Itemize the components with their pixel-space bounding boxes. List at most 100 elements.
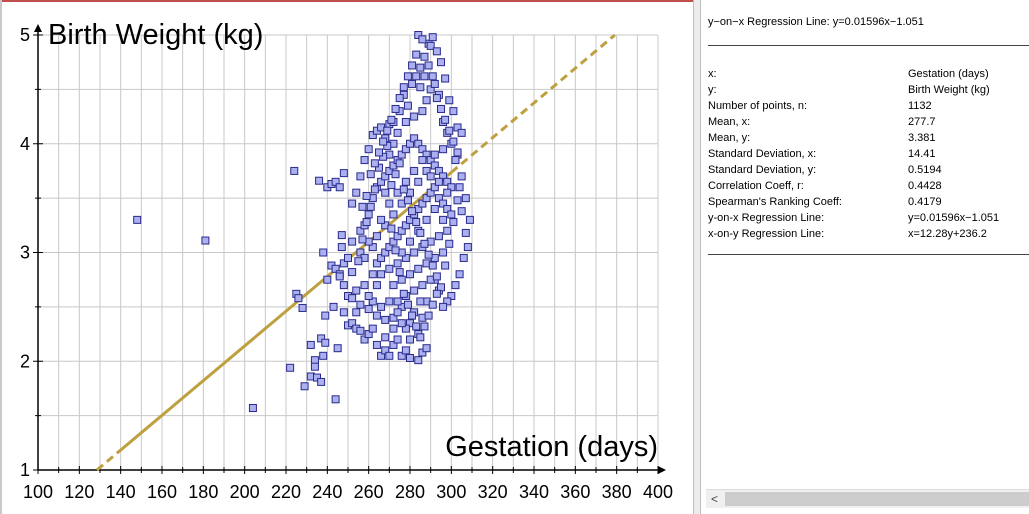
x-tick-label: 340 [519, 482, 549, 502]
data-point [418, 156, 427, 165]
data-point [441, 74, 450, 83]
data-point [352, 188, 361, 197]
stat-value: 3.381 [908, 132, 936, 144]
data-point [401, 221, 410, 230]
data-point [430, 161, 439, 170]
data-point [401, 253, 410, 262]
data-point [465, 215, 474, 224]
data-point [348, 237, 357, 246]
data-point [360, 335, 369, 344]
data-point [294, 294, 303, 303]
panel-splitter[interactable] [693, 0, 701, 514]
data-point [432, 289, 441, 298]
data-point [389, 324, 398, 333]
stat-row: y-on-x Regression Line: y=0.01596x−1.051 [708, 210, 1029, 226]
scatter-plot-area[interactable]: 100 120 140 160 180 200 220 240 260 280 300 320 340 3… [0, 0, 693, 514]
x-tick-label: 260 [354, 482, 384, 502]
x-tick-label: 160 [147, 482, 177, 502]
data-point [391, 170, 400, 179]
data-point [389, 313, 398, 322]
data-point [426, 85, 435, 94]
data-point [387, 181, 396, 190]
data-point [408, 79, 417, 88]
data-point [379, 137, 388, 146]
data-point [463, 243, 472, 252]
data-point [416, 83, 425, 92]
stat-row: Mean, y: 3.381 [708, 130, 1029, 146]
horizontal-scrollbar[interactable]: < [706, 489, 1029, 508]
data-point [335, 183, 344, 192]
data-point [410, 248, 419, 257]
data-point [348, 294, 357, 303]
statistics-table: x: Gestation (days) y: Birth Weight (kg) Num… [708, 66, 1029, 242]
scroll-left-arrow-icon[interactable]: < [710, 492, 718, 506]
data-point [397, 351, 406, 360]
data-point [306, 340, 315, 349]
y-tick-labels: 1 2 3 4 5 [20, 25, 30, 480]
data-point [401, 346, 410, 355]
divider-bottom [708, 254, 1029, 255]
data-point [459, 253, 468, 262]
data-point [443, 177, 452, 186]
data-point [393, 232, 402, 241]
data-point [430, 183, 439, 192]
data-points [133, 31, 474, 413]
data-point [445, 96, 454, 105]
data-point [403, 300, 412, 309]
data-point [317, 334, 326, 343]
data-point [368, 270, 377, 279]
data-point [389, 237, 398, 246]
data-point [439, 302, 448, 311]
data-point [439, 145, 448, 154]
data-point [418, 35, 427, 44]
data-point [364, 210, 373, 219]
data-point [418, 107, 427, 116]
data-point [424, 250, 433, 259]
data-point [317, 377, 326, 386]
data-point [420, 72, 429, 81]
regression-line-dashed-lower [95, 447, 124, 472]
data-point [414, 264, 423, 273]
data-point [352, 286, 361, 295]
data-point [372, 232, 381, 241]
data-point [457, 128, 466, 137]
data-point [381, 172, 390, 181]
data-point [399, 83, 408, 92]
data-point [428, 72, 437, 81]
data-point [395, 268, 404, 277]
data-point [441, 115, 450, 124]
data-point [348, 319, 357, 328]
stat-label: y-on-x Regression Line: [708, 212, 825, 224]
data-point [387, 224, 396, 233]
stat-value: 0.4428 [908, 180, 942, 192]
data-point [290, 166, 299, 175]
data-point [358, 202, 367, 211]
data-point [447, 210, 456, 219]
data-point [437, 104, 445, 113]
data-point [360, 156, 369, 165]
data-point [399, 185, 408, 194]
data-point [437, 283, 445, 292]
scroll-thumb[interactable] [725, 492, 1029, 506]
stat-value: 14.41 [908, 148, 936, 160]
data-point [451, 156, 460, 165]
y-tick-label: 3 [20, 243, 30, 263]
scatter-plot[interactable]: 100 120 140 160 180 200 220 240 260 280 300 320 340 3… [0, 0, 693, 514]
x-tick-label: 120 [64, 482, 94, 502]
data-point [352, 308, 361, 317]
data-point [439, 199, 448, 208]
data-point [443, 297, 452, 306]
stat-value: x=12.28y+236.2 [908, 228, 987, 240]
data-point [300, 382, 309, 391]
data-point [348, 199, 357, 208]
window-left-border [0, 0, 2, 514]
data-point [329, 302, 338, 311]
data-point [389, 210, 398, 219]
data-point [356, 226, 365, 235]
stat-row: x-on-y Regression Line: x=12.28y+236.2 [708, 226, 1029, 242]
data-point [381, 346, 390, 355]
data-point [418, 281, 427, 290]
stat-value: y=0.01596x−1.051 [908, 212, 1000, 224]
data-point [333, 344, 342, 353]
data-point [449, 107, 458, 116]
